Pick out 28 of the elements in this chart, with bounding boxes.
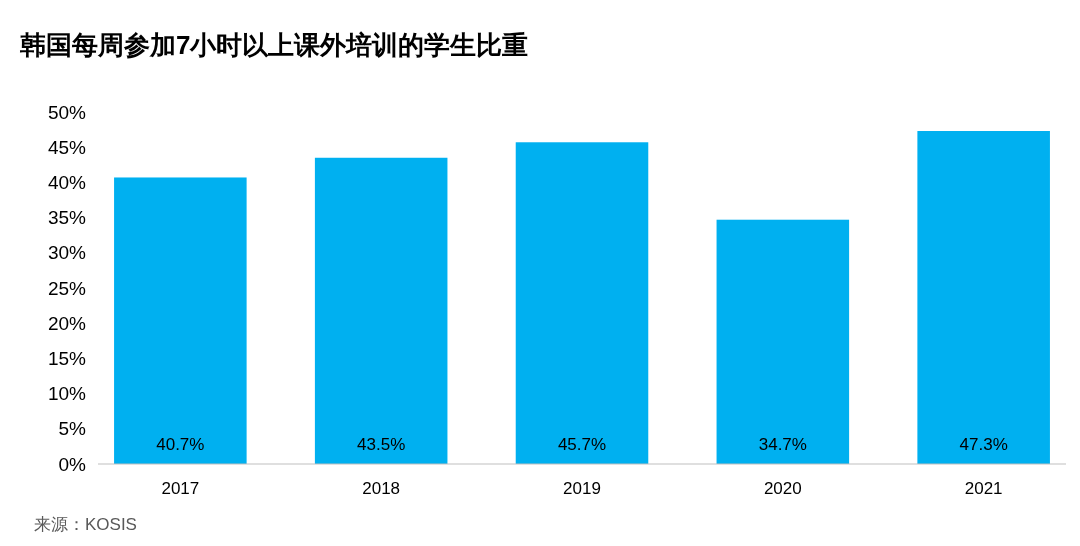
y-tick-label: 50%: [47, 101, 87, 123]
data-label: 40.7%: [156, 435, 205, 454]
y-tick-label: 20%: [47, 312, 87, 334]
y-tick-label: 15%: [47, 348, 87, 370]
x-tick-label: 2020: [763, 479, 802, 498]
y-tick-label: 30%: [47, 242, 87, 264]
y-tick-label: 45%: [47, 136, 87, 158]
y-tick-label: 5%: [58, 418, 87, 440]
source-note: 来源：KOSIS: [34, 515, 137, 534]
data-label: 47.3%: [959, 435, 1008, 454]
bar: [716, 219, 850, 464]
chart-title: 韩国每周参加7小时以上课外培训的学生比重: [19, 30, 529, 60]
y-tick-label: 25%: [47, 277, 87, 299]
bar: [314, 157, 448, 464]
x-tick-label: 2019: [563, 479, 601, 498]
bar: [917, 131, 1050, 464]
y-tick-label: 10%: [47, 383, 87, 405]
data-label: 43.5%: [357, 435, 406, 454]
x-tick-label: 2017: [161, 479, 200, 498]
bar: [515, 142, 649, 464]
x-tick-label: 2021: [964, 479, 1003, 498]
data-label: 45.7%: [557, 435, 607, 454]
x-tick-label: 2018: [362, 479, 401, 498]
bar: [114, 177, 247, 464]
y-tick-label: 0%: [58, 453, 87, 475]
y-tick-label: 40%: [47, 172, 87, 194]
data-label: 34.7%: [758, 435, 807, 454]
y-tick-label: 35%: [47, 207, 87, 229]
